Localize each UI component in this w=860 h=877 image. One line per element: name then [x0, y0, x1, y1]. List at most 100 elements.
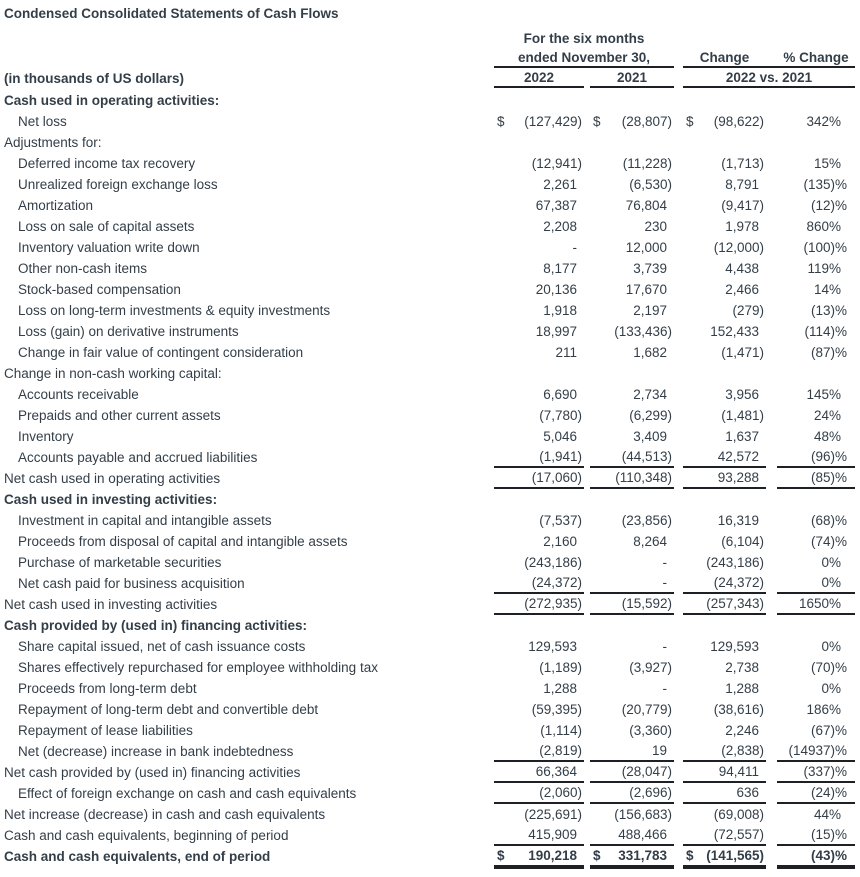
- row-label: Proceeds from disposal of capital and in…: [18, 534, 348, 549]
- value-2022: $ (127,429): [497, 114, 582, 129]
- value-2022: $190,218: [494, 846, 584, 869]
- row-label: Net (decrease) increase in bank indebted…: [18, 744, 294, 759]
- value-change: (1,481): [721, 408, 764, 423]
- value-change: 636: [683, 783, 766, 804]
- value-pct-change: (85)%: [777, 468, 855, 489]
- value-2021: 230: [644, 219, 667, 234]
- row-label: Cash used in investing activities:: [4, 492, 218, 507]
- value-2022: (1,941): [494, 447, 584, 468]
- table-row: Other non-cash items 8,177 3,739 4,438 119%: [0, 258, 860, 279]
- value-2021: -: [662, 555, 668, 570]
- value-2021: 76,804: [625, 198, 667, 213]
- value-2021: $331,783: [590, 846, 674, 869]
- row-label: Proceeds from long-term debt: [18, 681, 197, 696]
- value-pct-change: (43)%: [777, 846, 855, 869]
- value-2021: 2,197: [633, 303, 667, 318]
- value-2021: [590, 132, 674, 153]
- table-row: Effect of foreign exchange on cash and c…: [0, 783, 860, 804]
- value-pct-change: (14937)%: [777, 741, 855, 762]
- value-2022: (59,395): [531, 702, 582, 717]
- value-2022: (243,186): [524, 555, 582, 570]
- header-row-years: (in thousands of US dollars) 2022 2021 2…: [0, 68, 860, 88]
- value-change: (24,372): [683, 573, 766, 594]
- value-2022: 67,387: [535, 198, 577, 213]
- value-2022: 129,593: [528, 639, 577, 654]
- value-pct-change: 0%: [777, 573, 855, 594]
- year-2021-column-header: 2021: [590, 68, 674, 88]
- value-pct-change: 24%: [813, 408, 841, 423]
- table-row: Cash and cash equivalents, beginning of …: [0, 825, 860, 846]
- value-2021: 2,734: [633, 387, 667, 402]
- value-pct-change: (68)%: [810, 513, 847, 528]
- value-change: [683, 90, 766, 111]
- row-label: Accounts receivable: [18, 387, 139, 402]
- row-label: Amortization: [18, 198, 94, 213]
- value-2022: 1,918: [543, 303, 577, 318]
- value-change: (2,838): [683, 741, 766, 762]
- table-row: Cash used in investing activities:: [0, 489, 860, 510]
- row-label: Cash provided by (used in) financing act…: [4, 618, 308, 633]
- value-change: 42,572: [683, 447, 766, 468]
- row-label: Change in fair value of contingent consi…: [18, 345, 304, 360]
- table-row: Net cash paid for business acquisition (2…: [0, 573, 860, 594]
- value-2021: 1,682: [633, 345, 667, 360]
- value-pct-change: (24)%: [777, 783, 855, 804]
- value-2021: (133,436): [614, 324, 672, 339]
- value-pct-change: (12)%: [810, 198, 847, 213]
- table-row: Cash used in operating activities:: [0, 90, 860, 111]
- period-header-line2: ended November 30,: [494, 48, 674, 68]
- row-label: Change in non-cash working capital:: [4, 366, 222, 381]
- row-label: Investment in capital and intangible ass…: [18, 513, 272, 528]
- value-2022: (17,060): [494, 468, 584, 489]
- row-label: Net cash provided by (used in) financing…: [4, 765, 301, 780]
- value-pct-change: 15%: [813, 156, 841, 171]
- value-pct-change: (67)%: [810, 723, 847, 738]
- period-header-line1: For the six months: [523, 30, 645, 46]
- row-label: Repayment of long-term debt and converti…: [18, 702, 319, 717]
- change-column-header: Change: [699, 49, 750, 65]
- value-change: (257,343): [683, 594, 766, 615]
- value-pct-change: (13)%: [810, 303, 847, 318]
- year-2022-column-header: 2022: [494, 68, 584, 88]
- value-2022: 2,261: [543, 177, 577, 192]
- row-label: Cash used in operating activities:: [4, 93, 220, 108]
- table-row: Inventory 5,046 3,409 1,637 48%: [0, 426, 860, 447]
- value-pct-change: (337)%: [777, 762, 855, 783]
- value-pct-change: [777, 132, 855, 153]
- header-row-period-2: ended November 30, Change % Change: [0, 48, 860, 68]
- row-label: Unrealized foreign exchange loss: [18, 177, 218, 192]
- value-pct-change: (74)%: [810, 534, 847, 549]
- units-note: (in thousands of US dollars): [4, 70, 185, 86]
- cash-flow-table-body: Cash used in operating activities: Net lo…: [0, 90, 860, 869]
- value-2022: (272,935): [494, 594, 584, 615]
- header-row-period-1: For the six months: [0, 28, 860, 48]
- value-pct-change: [777, 90, 855, 111]
- value-pct-change: [777, 615, 855, 636]
- value-pct-change: 342%: [806, 114, 841, 129]
- value-2021: $ (28,807): [593, 114, 672, 129]
- value-pct-change: 145%: [806, 387, 841, 402]
- table-row: Adjustments for:: [0, 132, 860, 153]
- value-change: 8,791: [725, 177, 759, 192]
- value-change: (1,471): [721, 345, 764, 360]
- table-row: Deferred income tax recovery (12,941) (11,…: [0, 153, 860, 174]
- row-label: Deferred income tax recovery: [18, 156, 196, 171]
- value-2021: (23,856): [621, 513, 672, 528]
- table-row: Purchase of marketable securities (243,18…: [0, 552, 860, 573]
- value-2021: 488,466: [590, 825, 674, 846]
- value-change: 2,466: [725, 282, 759, 297]
- value-2022: (225,691): [524, 807, 582, 822]
- value-2022: 2,208: [543, 219, 577, 234]
- row-label: Net cash paid for business acquisition: [18, 576, 245, 591]
- value-change: 94,411: [683, 762, 766, 783]
- value-change: (38,616): [713, 702, 764, 717]
- value-pct-change: (135)%: [803, 177, 847, 192]
- value-2022: [494, 363, 584, 384]
- value-pct-change: 0%: [821, 681, 841, 696]
- table-row: Investment in capital and intangible ass…: [0, 510, 860, 531]
- table-row: Accounts payable and accrued liabilities…: [0, 447, 860, 468]
- row-label: Adjustments for:: [4, 135, 102, 150]
- value-2022: 8,177: [543, 261, 577, 276]
- table-row: Loss on sale of capital assets 2,208 230 1,…: [0, 216, 860, 237]
